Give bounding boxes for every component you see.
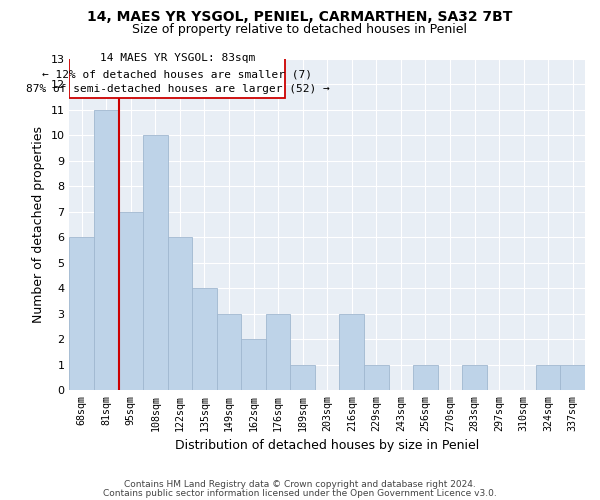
Bar: [266, 314, 290, 390]
Text: 87% of semi-detached houses are larger (52) →: 87% of semi-detached houses are larger (…: [26, 84, 329, 94]
Bar: [192, 288, 217, 390]
Bar: [94, 110, 119, 390]
Bar: [241, 340, 266, 390]
Y-axis label: Number of detached properties: Number of detached properties: [32, 126, 45, 323]
Bar: [340, 314, 364, 390]
FancyBboxPatch shape: [70, 48, 286, 98]
Bar: [167, 238, 192, 390]
Text: Contains HM Land Registry data © Crown copyright and database right 2024.: Contains HM Land Registry data © Crown c…: [124, 480, 476, 489]
Bar: [413, 365, 437, 390]
Bar: [119, 212, 143, 390]
Text: ← 12% of detached houses are smaller (7): ← 12% of detached houses are smaller (7): [43, 69, 313, 79]
Text: Size of property relative to detached houses in Peniel: Size of property relative to detached ho…: [133, 22, 467, 36]
Bar: [462, 365, 487, 390]
Text: Contains public sector information licensed under the Open Government Licence v3: Contains public sector information licen…: [103, 488, 497, 498]
Bar: [290, 365, 315, 390]
Bar: [364, 365, 389, 390]
Text: 14, MAES YR YSGOL, PENIEL, CARMARTHEN, SA32 7BT: 14, MAES YR YSGOL, PENIEL, CARMARTHEN, S…: [88, 10, 512, 24]
X-axis label: Distribution of detached houses by size in Peniel: Distribution of detached houses by size …: [175, 440, 479, 452]
Bar: [217, 314, 241, 390]
Bar: [143, 136, 167, 390]
Text: 14 MAES YR YSGOL: 83sqm: 14 MAES YR YSGOL: 83sqm: [100, 52, 255, 62]
Bar: [70, 238, 94, 390]
Bar: [560, 365, 585, 390]
Bar: [536, 365, 560, 390]
